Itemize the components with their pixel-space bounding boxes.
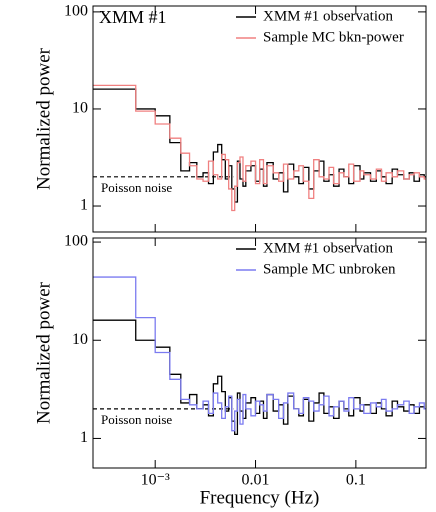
plot-frame <box>92 5 427 233</box>
series-line <box>93 319 426 436</box>
plot-frame <box>92 237 427 469</box>
series-line <box>93 88 426 203</box>
legend-label: Sample MC unbroken <box>263 261 396 277</box>
x-tick-label: 0.01 <box>242 472 270 489</box>
y-tick-label: 10 <box>72 331 88 348</box>
x-axis-label: Frequency (Hz) <box>200 487 320 508</box>
x-tick-label: 10⁻³ <box>141 472 170 489</box>
legend-label: XMM #1 observation <box>263 240 393 256</box>
reference-label: Poisson noise <box>101 412 172 427</box>
y-tick-label: 10 <box>72 100 88 117</box>
y-tick-label: 100 <box>64 233 88 250</box>
legend-label: XMM #1 observation <box>263 8 393 24</box>
series-line <box>93 276 426 432</box>
y-tick-label: 1 <box>80 197 88 214</box>
y-axis-label: Normalized power <box>33 47 54 190</box>
y-tick-label: 100 <box>64 3 88 20</box>
x-tick-label: 0.1 <box>346 472 366 489</box>
y-tick-label: 1 <box>80 429 88 446</box>
y-axis-label: Normalized power <box>33 281 54 424</box>
panel-annotation: XMM #1 <box>99 7 167 27</box>
reference-label: Poisson noise <box>101 180 172 195</box>
legend-label: Sample MC bkn-power <box>263 29 404 45</box>
series-line <box>93 84 426 212</box>
